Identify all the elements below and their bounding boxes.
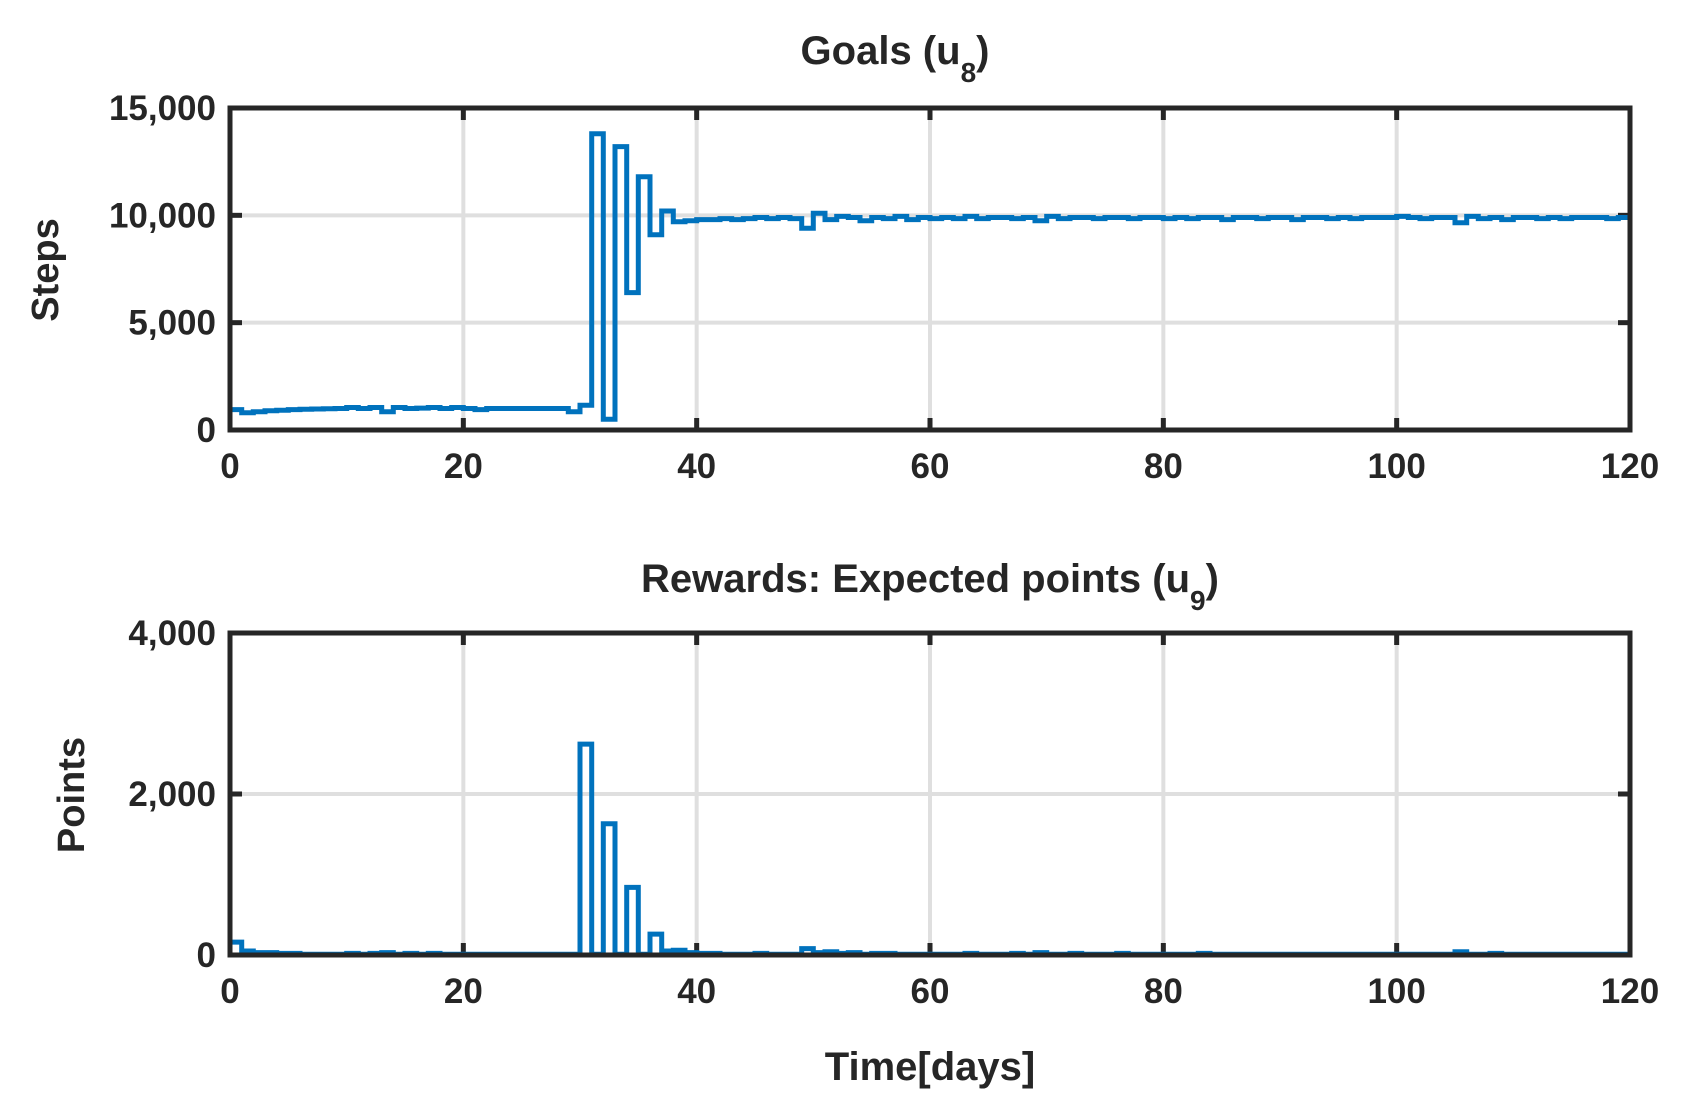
x-axis-label: Time[days] — [825, 1045, 1035, 1089]
rewards-x-tick-label: 40 — [677, 972, 716, 1011]
rewards-subplot: Rewards: Expected points (u9) Points 0 20… — [51, 557, 1659, 1089]
goals-x-tick-label: 120 — [1601, 447, 1659, 486]
rewards-axes-frame — [227, 630, 1633, 958]
rewards-title-main: Rewards: Expected points (u — [641, 557, 1190, 601]
goals-axes-frame — [227, 105, 1633, 433]
goals-x-tick-label: 80 — [1144, 447, 1183, 486]
goals-x-tick-label: 40 — [677, 447, 716, 486]
goals-x-tick-label: 100 — [1367, 447, 1425, 486]
rewards-x-tick-label: 60 — [911, 972, 950, 1011]
goals-x-tick-label: 20 — [444, 447, 483, 486]
goals-y-tick-label: 10,000 — [109, 196, 216, 235]
rewards-x-tick-label: 120 — [1601, 972, 1659, 1011]
rewards-y-tick-label: 2,000 — [128, 775, 216, 814]
rewards-title-end: ) — [1206, 557, 1219, 601]
rewards-y-axis-label: Points — [51, 737, 93, 853]
rewards-x-tick-label: 100 — [1367, 972, 1425, 1011]
rewards-y-tick-label: 0 — [197, 936, 216, 975]
rewards-x-tick-label: 20 — [444, 972, 483, 1011]
goals-title-end: ) — [976, 29, 989, 73]
goals-y-tick-label: 0 — [197, 411, 216, 450]
rewards-y-tick-label: 4,000 — [128, 614, 216, 653]
goals-title: Goals (u8) — [801, 29, 990, 88]
goals-title-main: Goals (u — [801, 29, 961, 73]
rewards-title-subscript: 9 — [1190, 585, 1206, 616]
rewards-tick-labels: 0 20 40 60 80 100 120 0 2,000 4,000 — [128, 614, 1659, 1011]
rewards-x-tick-label: 80 — [1144, 972, 1183, 1011]
goals-title-subscript: 8 — [961, 57, 977, 88]
goals-x-tick-label: 60 — [911, 447, 950, 486]
rewards-x-tick-label: 0 — [220, 972, 239, 1011]
goals-subplot: Goals (u8) Steps 0 20 40 60 80 100 120 0 5,000 10… — [25, 29, 1659, 486]
goals-tick-labels: 0 20 40 60 80 100 120 0 5,000 10,000 15,000 — [109, 89, 1659, 486]
rewards-title: Rewards: Expected points (u9) — [641, 557, 1219, 616]
goals-y-axis-label: Steps — [25, 218, 67, 321]
goals-y-tick-label: 15,000 — [109, 89, 216, 128]
goals-grid — [230, 108, 1630, 430]
goals-x-tick-label: 0 — [220, 447, 239, 486]
goals-y-tick-label: 5,000 — [128, 304, 216, 343]
goals-steps-series — [230, 131, 1630, 422]
rewards-grid — [230, 633, 1630, 955]
